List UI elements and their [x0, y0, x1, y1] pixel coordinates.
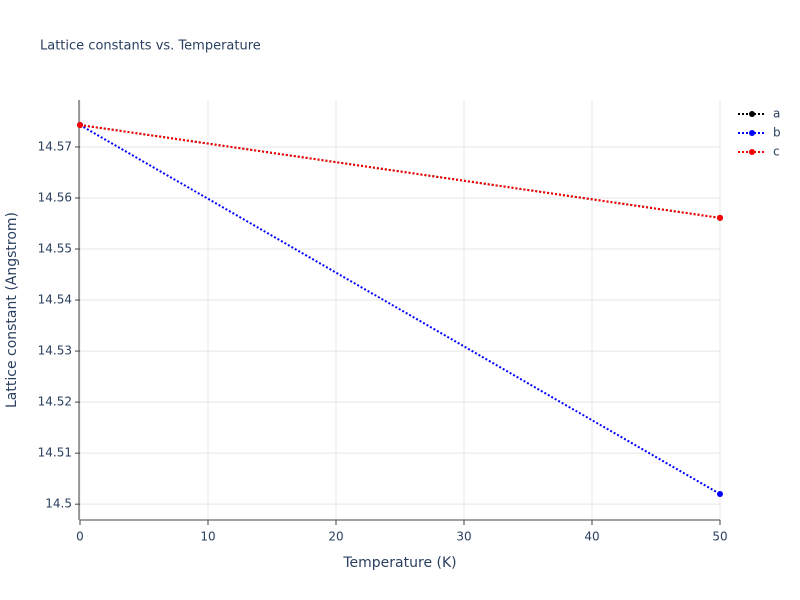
- legend-label: c: [773, 145, 780, 159]
- series-line: [79, 124, 721, 495]
- data-point: [77, 122, 83, 129]
- x-tick-label: 20: [328, 530, 343, 544]
- legend-item: a: [738, 107, 780, 121]
- y-axis-title: Lattice constant (Angstrom): [4, 212, 20, 408]
- legend-label: a: [773, 107, 780, 121]
- x-tick-label: 50: [712, 530, 727, 544]
- x-tick-label: 30: [456, 530, 471, 544]
- legend-label: b: [773, 126, 781, 140]
- chart-title: Lattice constants vs. Temperature: [40, 39, 261, 54]
- y-tick-label: 14.51: [38, 446, 72, 460]
- y-tick-label: 14.5: [45, 497, 72, 511]
- x-tick-label: 40: [584, 530, 599, 544]
- y-tick-label: 14.56: [38, 190, 72, 204]
- data-point: [717, 214, 723, 221]
- x-tick-label: 0: [76, 530, 84, 544]
- y-tick-label: 14.57: [38, 139, 72, 153]
- legend-marker: [749, 111, 755, 117]
- legend-item: b: [738, 126, 781, 140]
- series-line: [79, 124, 721, 219]
- x-axis-title: Temperature (K): [342, 555, 456, 571]
- y-tick-label: 14.52: [38, 395, 72, 409]
- legend-marker: [749, 149, 755, 155]
- y-tick-label: 14.54: [38, 293, 72, 307]
- data-point: [717, 490, 723, 497]
- legend-marker: [749, 130, 755, 136]
- x-tick-label: 10: [200, 530, 215, 544]
- y-tick-label: 14.53: [38, 344, 72, 358]
- legend-item: c: [738, 145, 780, 159]
- y-tick-label: 14.55: [38, 242, 72, 256]
